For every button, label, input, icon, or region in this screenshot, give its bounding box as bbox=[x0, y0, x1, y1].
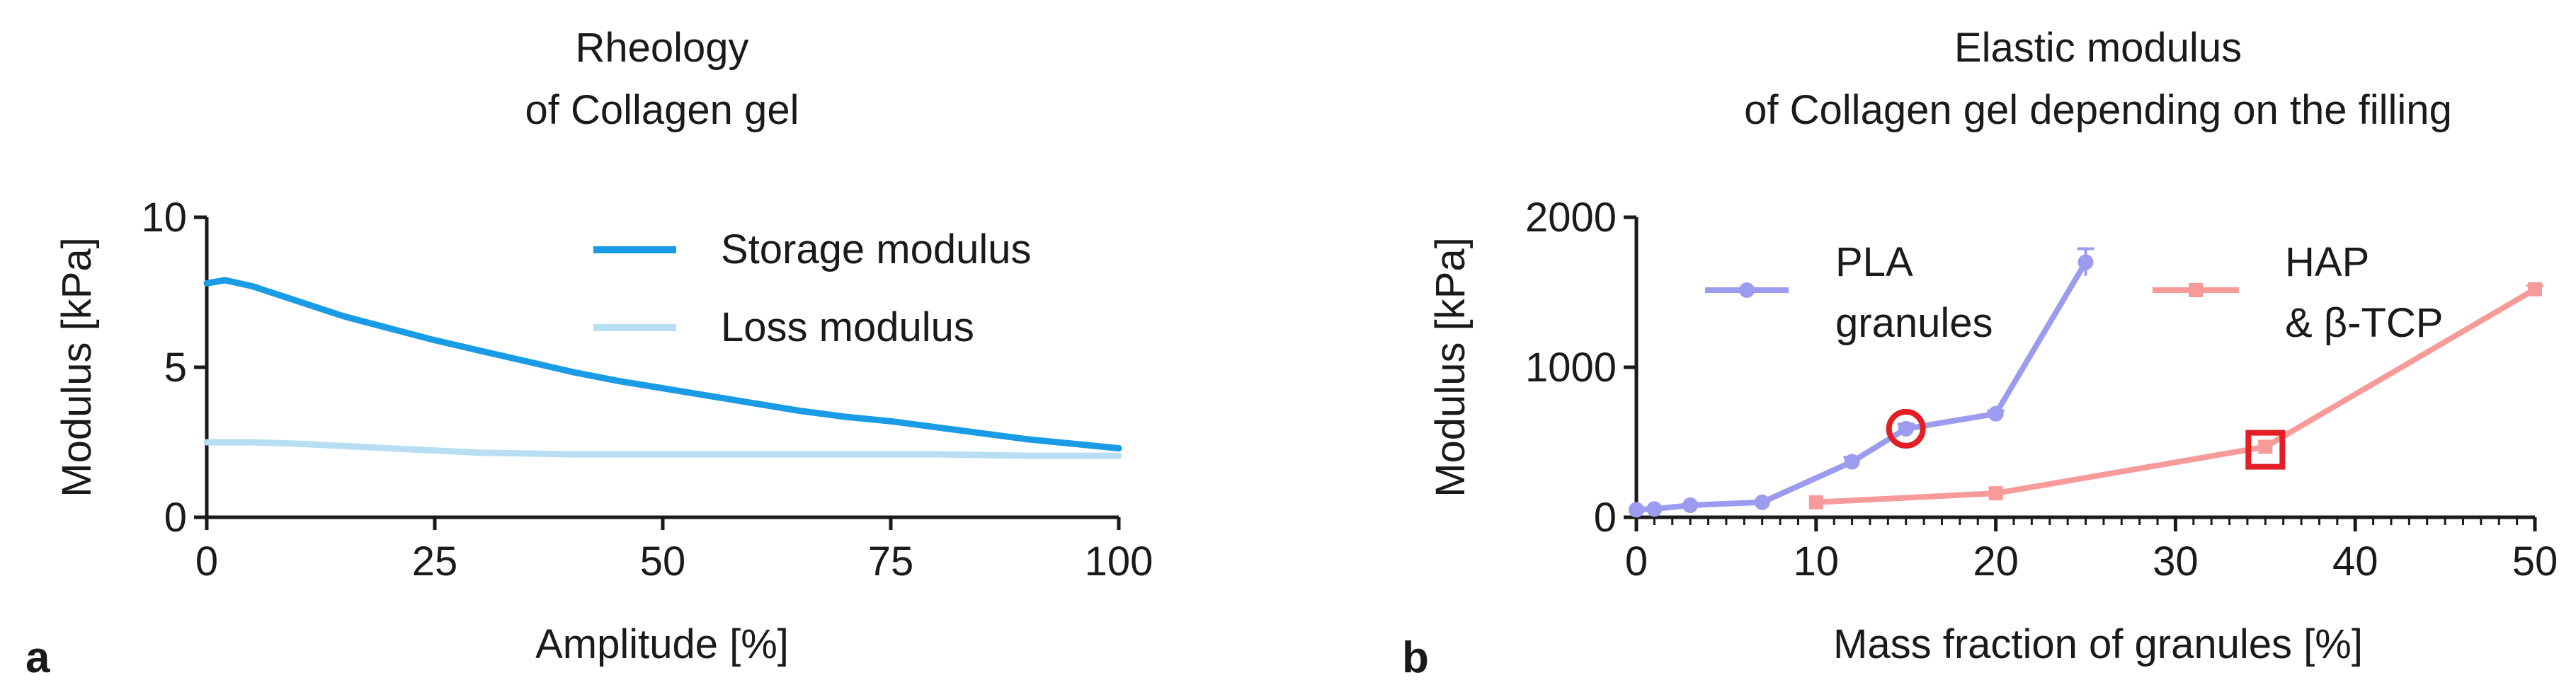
chart-a-x-axis-label: Amplitude [%] bbox=[535, 621, 789, 667]
chart-a-x-tick-label: 0 bbox=[195, 538, 218, 584]
chart-b-x-tick-label: 50 bbox=[2512, 538, 2558, 584]
chart-a-x-tick-label: 50 bbox=[640, 538, 686, 584]
legend-label-loss-modulus: Loss modulus bbox=[721, 304, 974, 350]
chart-a-x-tick-label: 75 bbox=[868, 538, 914, 584]
chart-b-x-tick-label: 30 bbox=[2153, 538, 2199, 584]
series-line-storage-modulus bbox=[203, 277, 1122, 451]
chart-a-series-lines bbox=[203, 277, 1122, 459]
chart-b-x-tick-label: 10 bbox=[1794, 538, 1840, 584]
chart-a-legend: Storage modulus Loss modulus bbox=[593, 226, 1031, 350]
data-point-hap-beta-tcp bbox=[1988, 486, 2003, 501]
data-point-pla-granules bbox=[2078, 254, 2094, 270]
chart-b-y-tick-label: 2000 bbox=[1525, 195, 1617, 241]
chart-b-x-tick-label: 20 bbox=[1973, 538, 2019, 584]
chart-b-x-tick-label: 0 bbox=[1625, 538, 1648, 584]
chart-a-y-tick-label: 10 bbox=[141, 195, 187, 241]
panel-b-label: b bbox=[1402, 633, 1429, 682]
panel-b-elastic-modulus-chart: Elastic modulus of Collagen gel dependin… bbox=[1402, 25, 2558, 682]
chart-a-y-axis-label: Modulus [kPa] bbox=[54, 237, 100, 497]
data-point-pla-granules bbox=[1682, 497, 1699, 514]
legend-label-hap-line-2: & β-TCP bbox=[2285, 300, 2443, 346]
data-point-hap-beta-tcp bbox=[2258, 439, 2273, 454]
highlight-square-annotation bbox=[2245, 430, 2286, 470]
highlight-circle-annotation bbox=[1886, 408, 1926, 449]
panel-a-rheology-chart: Rheology of Collagen gel Amplitude [%] M… bbox=[25, 25, 1153, 682]
chart-b-y-axis-label: Modulus [kPa] bbox=[1427, 237, 1474, 497]
data-point-pla-granules bbox=[1646, 501, 1663, 517]
chart-b-title-line-1: Elastic modulus bbox=[1954, 25, 2242, 71]
data-point-pla-granules bbox=[1988, 405, 2004, 422]
legend-label-pla-line-2: granules bbox=[1835, 300, 1993, 346]
legend-label-hap-line-1: HAP bbox=[2285, 239, 2369, 285]
data-point-pla-granules bbox=[1629, 502, 1644, 518]
data-point-hap-beta-tcp bbox=[2528, 282, 2542, 296]
chart-a-title-line-1: Rheology bbox=[575, 25, 748, 71]
chart-a-x-tick-label: 100 bbox=[1085, 538, 1153, 584]
series-line-loss-modulus bbox=[203, 439, 1122, 459]
chart-b-x-axis-label: Mass fraction of granules [%] bbox=[1833, 621, 2363, 667]
panel-a-label: a bbox=[25, 633, 50, 682]
chart-b-legend: PLA granules HAP & β-TCP bbox=[1705, 239, 2443, 346]
data-point-pla-granules bbox=[1844, 454, 1860, 470]
chart-a-y-tick-label: 0 bbox=[164, 495, 187, 541]
chart-b-y-tick-label: 1000 bbox=[1525, 345, 1617, 391]
legend-marker-hap-beta-tcp bbox=[2189, 283, 2203, 297]
chart-b-y-tick-label: 0 bbox=[1594, 495, 1617, 541]
data-point-pla-granules bbox=[1898, 420, 1914, 437]
data-point-pla-granules bbox=[1754, 494, 1770, 510]
chart-b-series bbox=[1629, 247, 2543, 518]
chart-b-axes: 0 1000 2000 0 10 20 30 40 50 bbox=[1525, 195, 2558, 584]
chart-b-title-line-2: of Collagen gel depending on the filling bbox=[1744, 87, 2452, 133]
legend-label-storage-modulus: Storage modulus bbox=[721, 226, 1031, 272]
series-line-hap-beta-tcp bbox=[1816, 287, 2537, 505]
data-point-hap-beta-tcp bbox=[1808, 495, 1823, 509]
chart-a-x-tick-label: 25 bbox=[412, 538, 458, 584]
chart-a-y-tick-label: 5 bbox=[164, 345, 187, 391]
chart-b-x-tick-label: 40 bbox=[2332, 538, 2378, 584]
chart-a-title-line-2: of Collagen gel bbox=[525, 87, 799, 133]
legend-marker-pla-granules bbox=[1739, 282, 1755, 298]
legend-label-pla-line-1: PLA bbox=[1835, 239, 1913, 285]
